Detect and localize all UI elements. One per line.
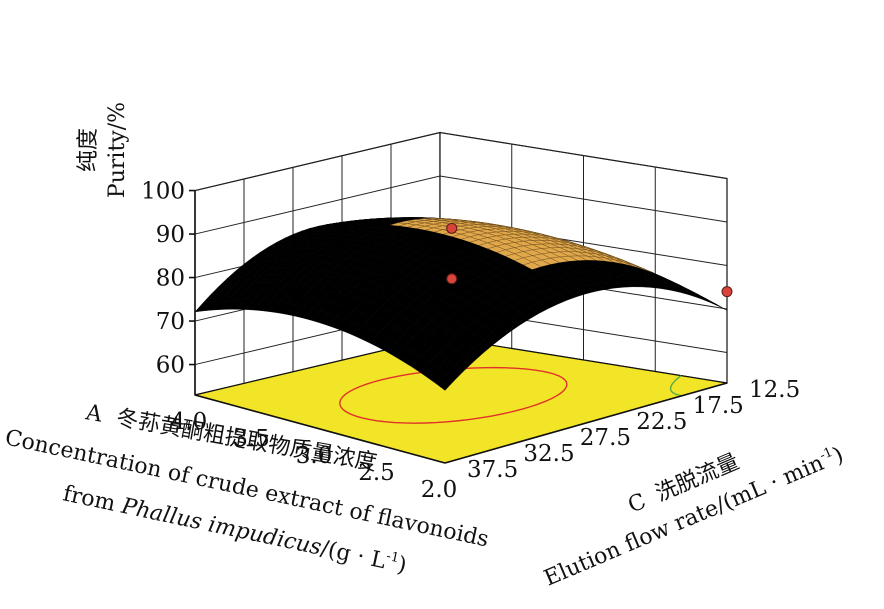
z-label-cn: 纯度 — [76, 128, 101, 172]
x-tick-label: 2.5 — [358, 460, 395, 486]
z-tick-label: 70 — [156, 309, 185, 335]
x-tick-labels: 4.0 3.5 3.0 2.5 2.0 — [171, 409, 458, 503]
y-axis-line — [444, 382, 728, 464]
x-tick-label: 3.5 — [233, 426, 270, 452]
z-tick-label: 60 — [156, 353, 185, 379]
x-tick-label: 4.0 — [171, 409, 208, 435]
z-gridline — [194, 132, 728, 192]
y-label-en: Elution flow rate/(mL · min-1) — [540, 442, 848, 592]
axes — [194, 190, 728, 464]
y-tick-label: 22.5 — [636, 409, 687, 435]
x-axis-line — [194, 394, 446, 464]
x-label-name: A — [83, 400, 105, 428]
z-tick-label: 90 — [156, 222, 185, 248]
floor-contour-red — [339, 366, 568, 424]
design-point — [446, 273, 458, 285]
y-tick-label: 12.5 — [749, 377, 800, 403]
z-gridline — [194, 175, 728, 235]
y-tick-labels: 12.517.522.527.532.537.5 — [467, 377, 800, 483]
x-tick-label: 2.0 — [421, 477, 458, 503]
design-point — [446, 222, 458, 234]
z-label-en: Purity/% — [105, 102, 130, 198]
y-tick-label: 27.5 — [580, 425, 631, 451]
y-label-name: C — [625, 489, 650, 519]
svg-text:Elution flow rate/(mL · min-1): Elution flow rate/(mL · min-1) — [540, 442, 847, 592]
design-points — [446, 222, 733, 298]
design-point — [721, 286, 733, 298]
surface-patch — [436, 373, 455, 391]
floor-contour-green — [669, 375, 683, 397]
z-tick-label: 80 — [156, 266, 185, 292]
y-tick-label: 32.5 — [523, 441, 574, 467]
z-tick-label: 100 — [141, 179, 185, 205]
response-surface — [194, 217, 728, 391]
z-tick-labels: 60 70 80 90 100 — [141, 179, 195, 379]
y-tick-label: 17.5 — [693, 393, 744, 419]
y-tick-label: 37.5 — [467, 457, 518, 483]
x-tick-label: 3.0 — [296, 443, 333, 469]
